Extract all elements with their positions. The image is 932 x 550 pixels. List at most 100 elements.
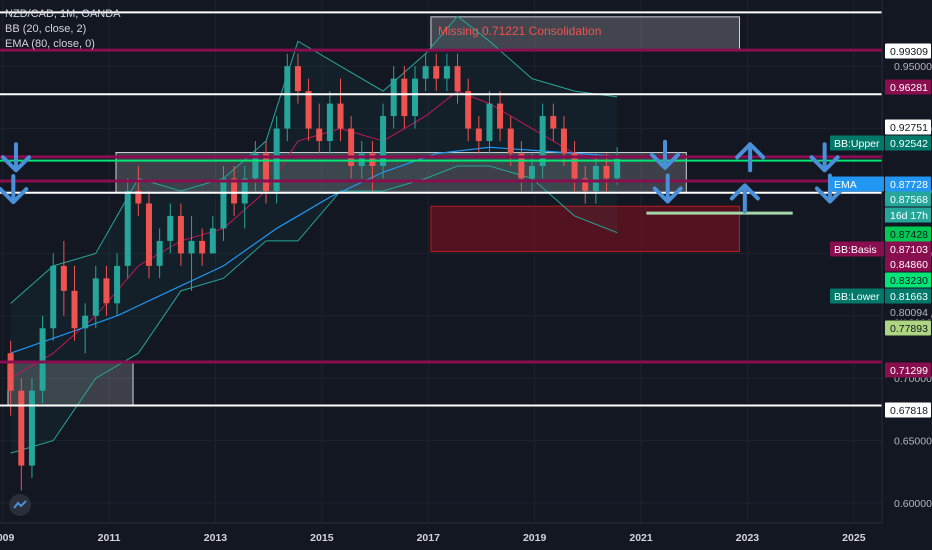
candle-body xyxy=(486,103,493,142)
bb-lower-line xyxy=(10,165,618,454)
candle-body xyxy=(603,166,610,179)
candle-body xyxy=(582,178,589,191)
chart-legend: NZD/CAD, 1M, OANDA BB (20, close, 2) EMA… xyxy=(5,7,121,52)
time-tick-label: 2013 xyxy=(204,532,228,544)
price-label-bg xyxy=(885,256,931,272)
candle-body xyxy=(294,66,301,92)
price-label: 0.99309 xyxy=(890,46,928,58)
candle-body xyxy=(390,78,397,117)
time-tick-label: 2017 xyxy=(417,532,441,544)
candle-body xyxy=(422,66,429,79)
candle-body xyxy=(401,78,408,117)
candle-body xyxy=(539,116,546,167)
time-tick-label: 2009 xyxy=(0,532,14,544)
candle-body xyxy=(167,215,174,241)
arrow-down-icon xyxy=(809,142,840,173)
candle-body xyxy=(560,128,567,154)
candle-body xyxy=(177,215,184,254)
candle-body xyxy=(305,91,312,129)
candle-body xyxy=(316,128,323,142)
price-label: 0.71299 xyxy=(890,365,928,377)
price-label: 0.92542 xyxy=(890,138,928,150)
price-label-bg xyxy=(885,241,931,257)
zone-target xyxy=(430,205,740,253)
candle-body xyxy=(114,265,121,304)
price-label-bg xyxy=(885,135,931,151)
candle-body xyxy=(103,278,110,304)
arrow-down-icon xyxy=(650,139,681,170)
candle-body xyxy=(263,153,270,191)
legend-ema[interactable]: EMA (80, close, 0) xyxy=(5,38,95,50)
price-label: 0.87568 xyxy=(890,194,928,206)
annotation-text: Missing 0.71221 Consolidation xyxy=(438,24,601,38)
price-label-bg xyxy=(885,304,931,320)
countdown-bg xyxy=(885,207,931,223)
time-tick-label: 2023 xyxy=(736,532,760,544)
candle-body xyxy=(614,158,621,179)
price-label-bg xyxy=(885,79,931,95)
candle-body xyxy=(28,390,35,466)
arrow-up-icon xyxy=(735,142,766,173)
price-label: 0.83230 xyxy=(890,275,928,287)
indicator-tag-bg xyxy=(830,135,884,151)
candle-body xyxy=(337,103,344,129)
price-label: 0.87103 xyxy=(890,244,928,256)
indicator-tag: BB:Lower xyxy=(834,291,880,303)
time-tick-label: 2021 xyxy=(629,532,653,544)
tradingview-logo-icon[interactable] xyxy=(9,494,31,516)
candle-body xyxy=(411,78,418,117)
candle-body xyxy=(592,166,599,191)
arrow-up-icon xyxy=(729,183,760,214)
price-label: 0.92751 xyxy=(890,122,928,134)
price-label: 0.84860 xyxy=(890,259,928,271)
candle-body xyxy=(209,228,216,254)
candle-body xyxy=(241,178,248,204)
time-tick-label: 2015 xyxy=(310,532,334,544)
candle-body xyxy=(507,128,514,154)
price-label: 0.96281 xyxy=(890,82,928,94)
arrow-down-icon xyxy=(0,142,31,173)
price-label-bg xyxy=(885,226,931,242)
price-tick-label: 0.95000 xyxy=(894,61,932,73)
candle-body xyxy=(475,128,482,142)
legend-symbol[interactable]: NZD/CAD, 1M, OANDA xyxy=(5,8,121,20)
time-tick-label: 2025 xyxy=(842,532,866,544)
candle-body xyxy=(348,128,355,167)
candle-body xyxy=(326,103,333,142)
zone-note xyxy=(430,16,740,51)
price-label-bg xyxy=(885,176,931,192)
time-tick-label: 2019 xyxy=(523,532,547,544)
price-tick-label: 0.60000 xyxy=(894,498,932,510)
price-label-bg xyxy=(885,272,931,288)
time-tick-label: 2011 xyxy=(98,532,121,544)
price-label-bg xyxy=(885,362,931,378)
candle-body xyxy=(550,116,557,129)
candle-body xyxy=(18,390,25,466)
price-label: 0.77893 xyxy=(890,323,928,335)
indicator-tag-bg xyxy=(830,288,884,304)
indicator-tag-bg xyxy=(830,241,884,257)
candle-body xyxy=(571,153,578,179)
indicator-tag-bg xyxy=(830,176,884,192)
candle-body xyxy=(50,265,57,329)
arrow-down-icon xyxy=(652,173,683,204)
arrow-down-icon xyxy=(0,174,29,205)
candle-body xyxy=(199,240,206,254)
legend-bb[interactable]: BB (20, close, 2) xyxy=(5,23,87,35)
price-label-bg xyxy=(885,43,931,59)
candle-body xyxy=(82,315,89,329)
candle-body xyxy=(92,278,99,316)
candle-body xyxy=(39,328,46,391)
indicator-tag: BB:Basis xyxy=(834,244,877,256)
candle-body xyxy=(380,116,387,167)
bb-upper-line xyxy=(10,15,618,304)
candle-body xyxy=(518,153,525,179)
candle-body xyxy=(433,66,440,79)
candle-body xyxy=(124,190,131,266)
price-label-bg xyxy=(885,191,931,207)
candle-body xyxy=(156,240,163,266)
countdown-label: 16d 17h xyxy=(890,210,928,222)
candle-body xyxy=(145,203,152,266)
price-label-bg xyxy=(885,320,931,336)
